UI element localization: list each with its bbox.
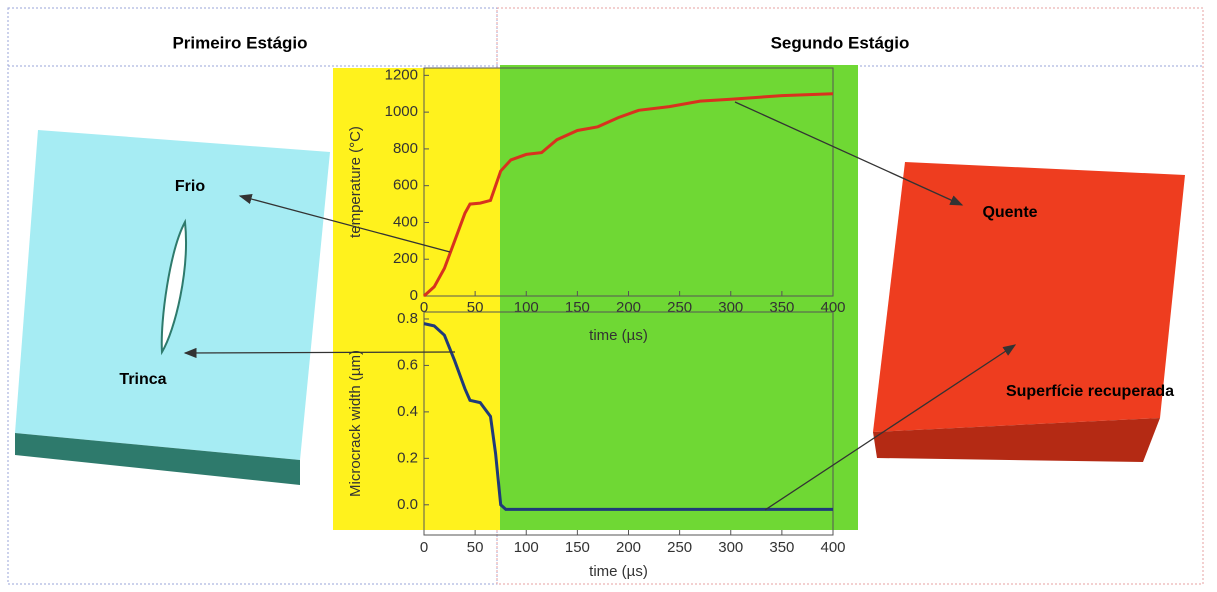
y-tick-label: 800 [393, 140, 418, 157]
figure: Primeiro Estágio Segundo Estágio 0 50 100 1… [0, 0, 1217, 592]
x-tick-label: 200 [616, 299, 641, 316]
x-axis-label: time (µs) [589, 563, 648, 580]
x-tick-label: 100 [514, 539, 539, 556]
x-tick-label: 200 [616, 539, 641, 556]
x-tick-label: 150 [565, 299, 590, 316]
y-tick-label: 600 [393, 177, 418, 194]
x-tick-label: 150 [565, 539, 590, 556]
y-tick-label: 400 [393, 213, 418, 230]
hot-label: Quente [982, 204, 1037, 221]
y-axis-label: temperature (°C) [347, 126, 364, 238]
x-tick-label: 250 [667, 539, 692, 556]
x-tick-label: 50 [467, 299, 484, 316]
recovered-label: Superfície recuperada [1006, 383, 1174, 400]
y-tick-label: 1200 [385, 66, 418, 83]
stage-two-band [500, 65, 858, 530]
x-axis-label: time (µs) [589, 327, 648, 344]
y-tick-label: 1000 [385, 103, 418, 120]
x-tick-label: 400 [820, 539, 845, 556]
y-tick-label: 200 [393, 250, 418, 267]
y-tick-label: 0.2 [397, 449, 418, 466]
x-tick-label: 250 [667, 299, 692, 316]
stage-two-title: Segundo Estágio [771, 33, 910, 52]
y-tick-label: 0.8 [397, 310, 418, 327]
crack-label: Trinca [119, 371, 166, 388]
x-tick-label: 350 [769, 539, 794, 556]
y-tick-label: 0.4 [397, 403, 418, 420]
y-tick-label: 0.6 [397, 356, 418, 373]
x-tick-label: 100 [514, 299, 539, 316]
x-tick-label: 300 [718, 299, 743, 316]
y-tick-label: 0 [410, 287, 418, 304]
x-tick-label: 350 [769, 299, 794, 316]
stage-one-title: Primeiro Estágio [172, 33, 307, 52]
x-tick-label: 50 [467, 539, 484, 556]
cold-label: Frio [175, 178, 205, 195]
y-tick-label: 0.0 [397, 496, 418, 513]
x-tick-label: 300 [718, 539, 743, 556]
x-tick-label: 0 [420, 539, 428, 556]
y-axis-label: Microcrack width (µm) [347, 350, 364, 497]
